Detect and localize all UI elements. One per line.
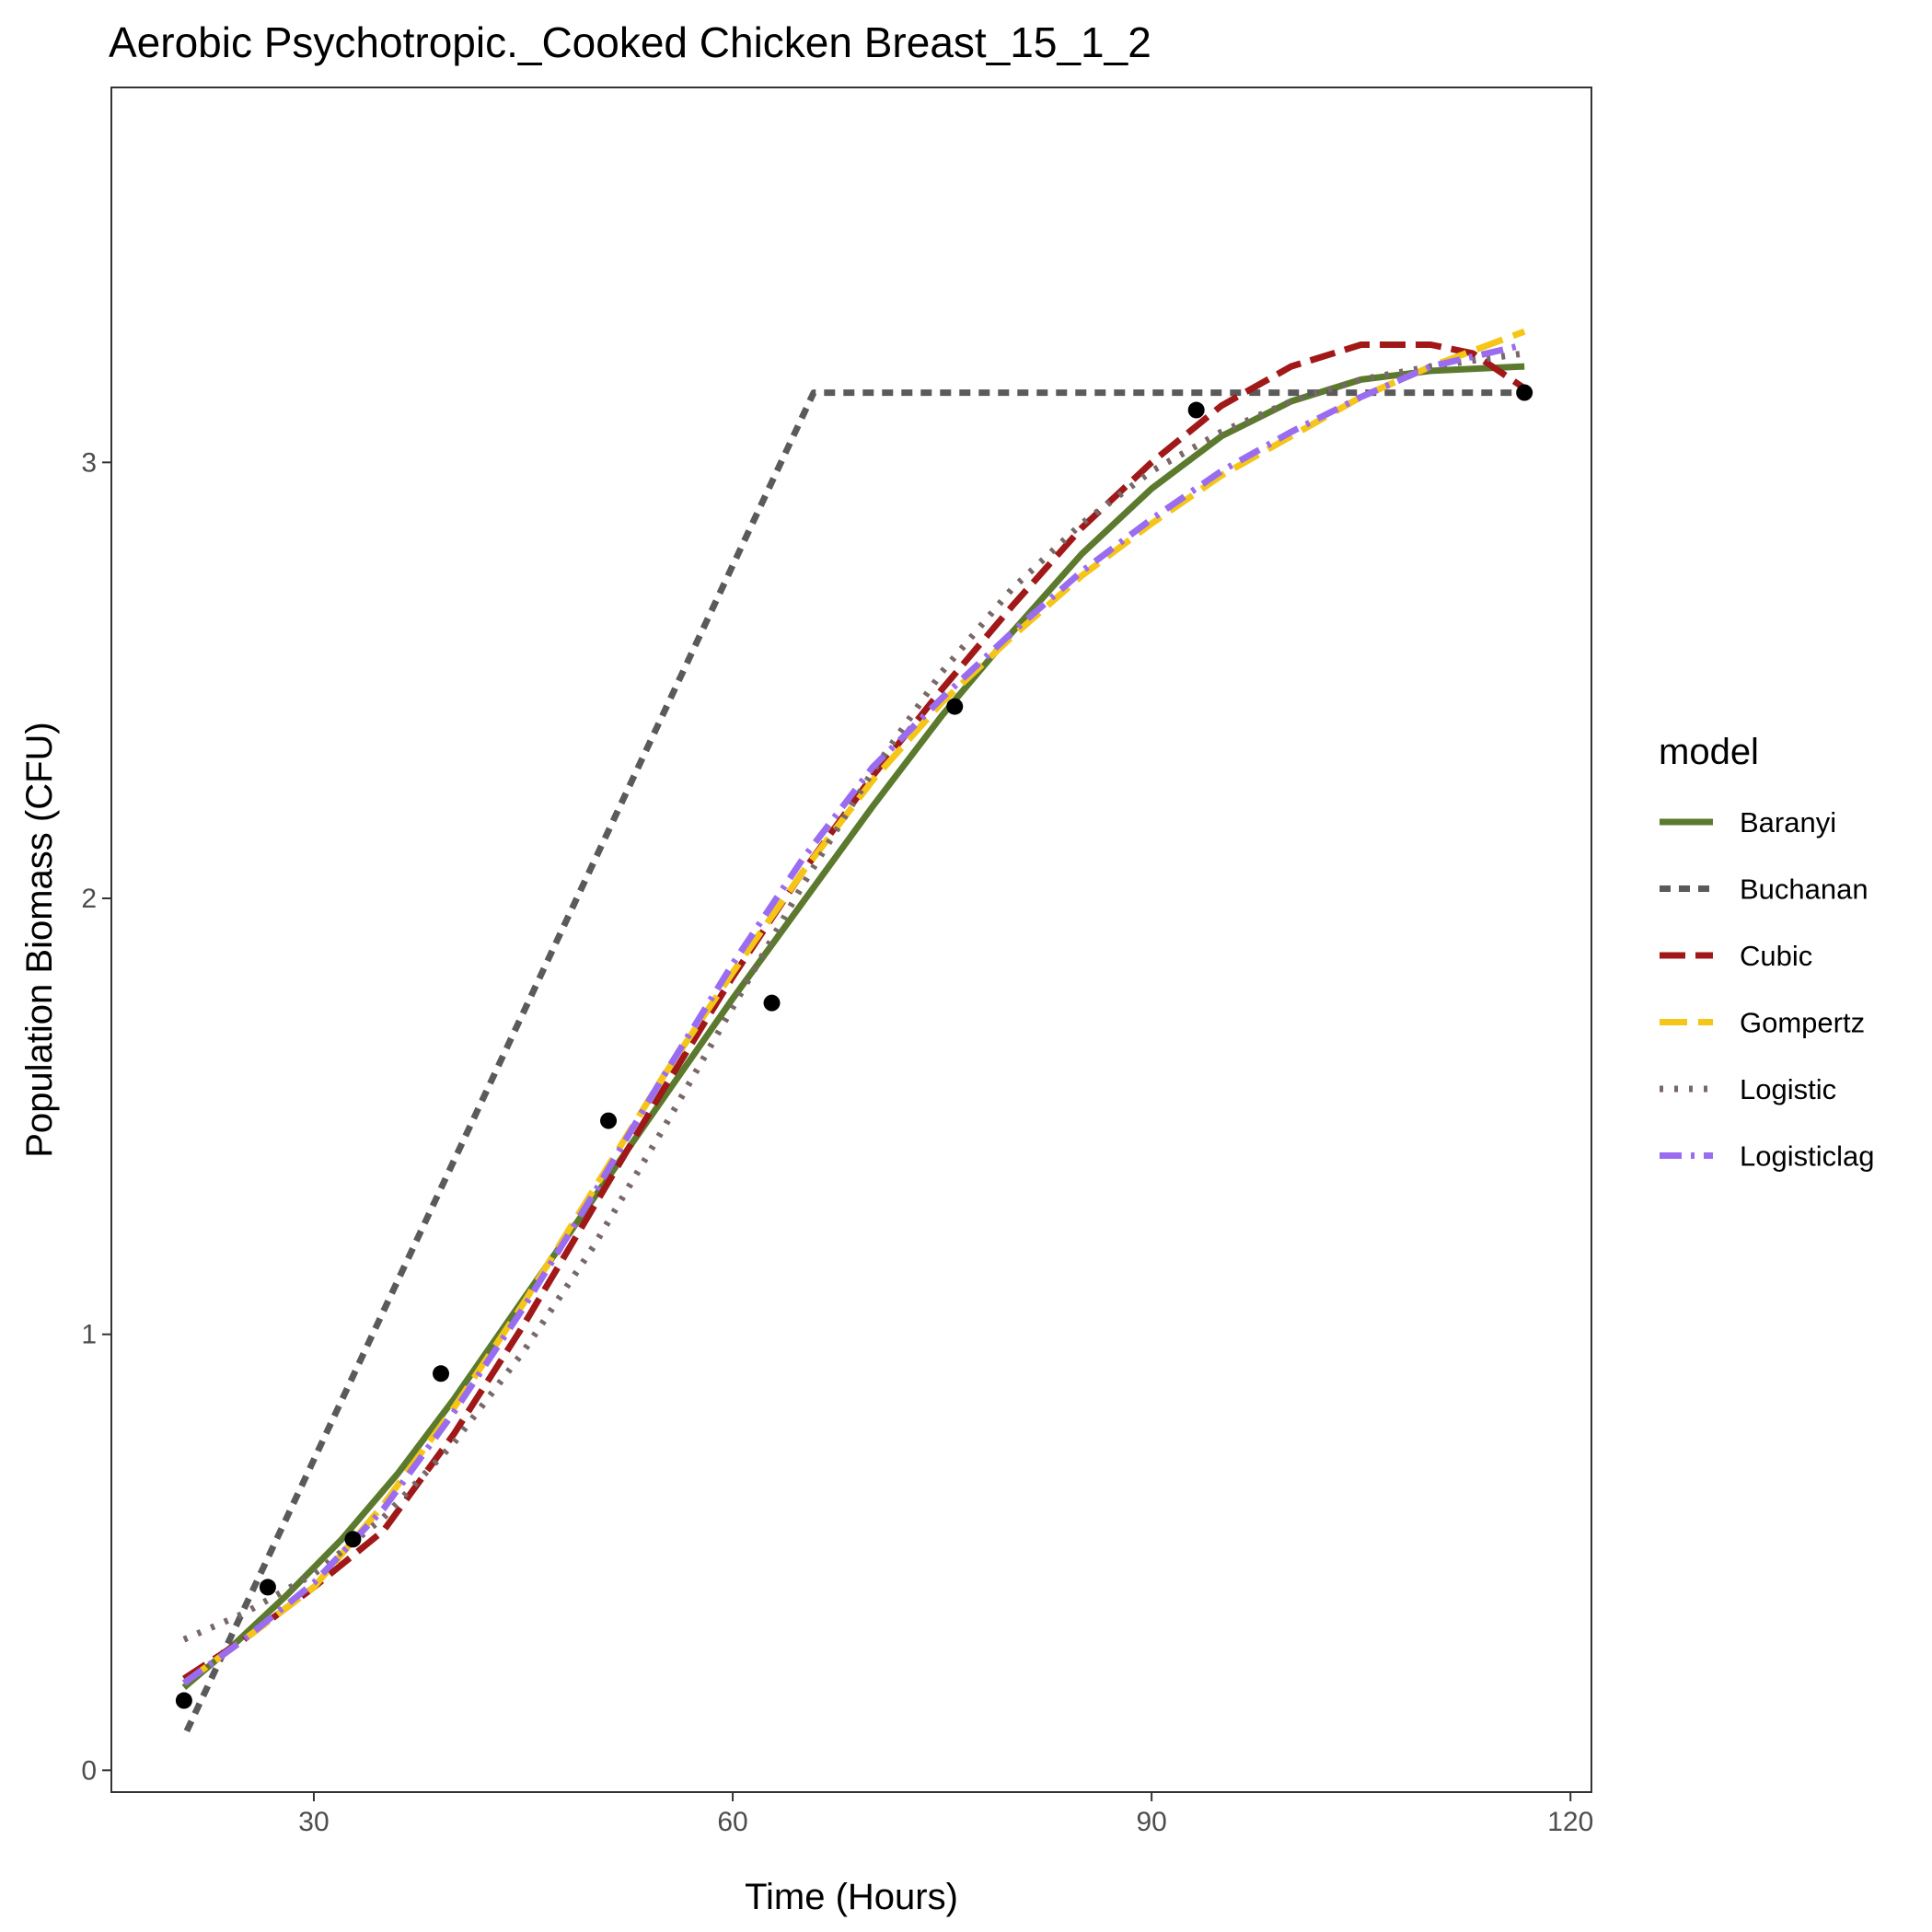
data-point bbox=[1187, 401, 1205, 419]
plot-border bbox=[110, 87, 1592, 1793]
legend-label-logistic: Logistic bbox=[1740, 1073, 1836, 1105]
y-axis-title: Population Biomass (CFU) bbox=[19, 722, 60, 1158]
legend: Baranyi Buchanan Cubic Gompertz Logistic Logi… bbox=[1660, 806, 1874, 1173]
legend-label-logisticlag: Logisticlag bbox=[1740, 1140, 1874, 1173]
x-tick-label: 30 bbox=[298, 1807, 329, 1837]
y-tick-label: 1 bbox=[81, 1320, 97, 1350]
series-line-cubic bbox=[181, 341, 1527, 1682]
chart-title: Aerobic Psychotropic._Cooked Chicken Bre… bbox=[109, 18, 1151, 66]
y-tick-label: 0 bbox=[81, 1755, 97, 1786]
x-axis-title: Time (Hours) bbox=[745, 1877, 958, 1917]
data-point bbox=[259, 1579, 276, 1596]
data-point bbox=[600, 1112, 618, 1129]
y-tick-label: 3 bbox=[81, 447, 97, 478]
series-line-baranyi bbox=[181, 363, 1525, 1690]
x-tick-label: 60 bbox=[717, 1807, 747, 1837]
legend-title: model bbox=[1659, 732, 1759, 772]
legend-label-buchanan: Buchanan bbox=[1740, 873, 1868, 906]
series-line-gompertz bbox=[181, 328, 1526, 1686]
legend-label-cubic: Cubic bbox=[1740, 940, 1812, 972]
data-point bbox=[175, 1692, 192, 1709]
x-tick-label: 120 bbox=[1547, 1807, 1593, 1837]
data-point bbox=[344, 1531, 362, 1548]
data-point bbox=[763, 994, 781, 1012]
x-tick-label: 90 bbox=[1136, 1807, 1166, 1837]
data-point bbox=[946, 698, 964, 715]
legend-label-baranyi: Baranyi bbox=[1740, 806, 1836, 839]
series-line-logisticlag bbox=[181, 341, 1525, 1686]
data-point bbox=[433, 1365, 450, 1382]
y-tick-label: 2 bbox=[81, 884, 97, 914]
plot-area: 30 60 90 120 0 1 2 3 bbox=[81, 87, 1593, 1837]
data-point bbox=[1516, 384, 1533, 401]
legend-label-gompertz: Gompertz bbox=[1740, 1007, 1865, 1039]
series-line-logistic bbox=[182, 350, 1525, 1643]
series-line-buchanan bbox=[183, 389, 1525, 1733]
